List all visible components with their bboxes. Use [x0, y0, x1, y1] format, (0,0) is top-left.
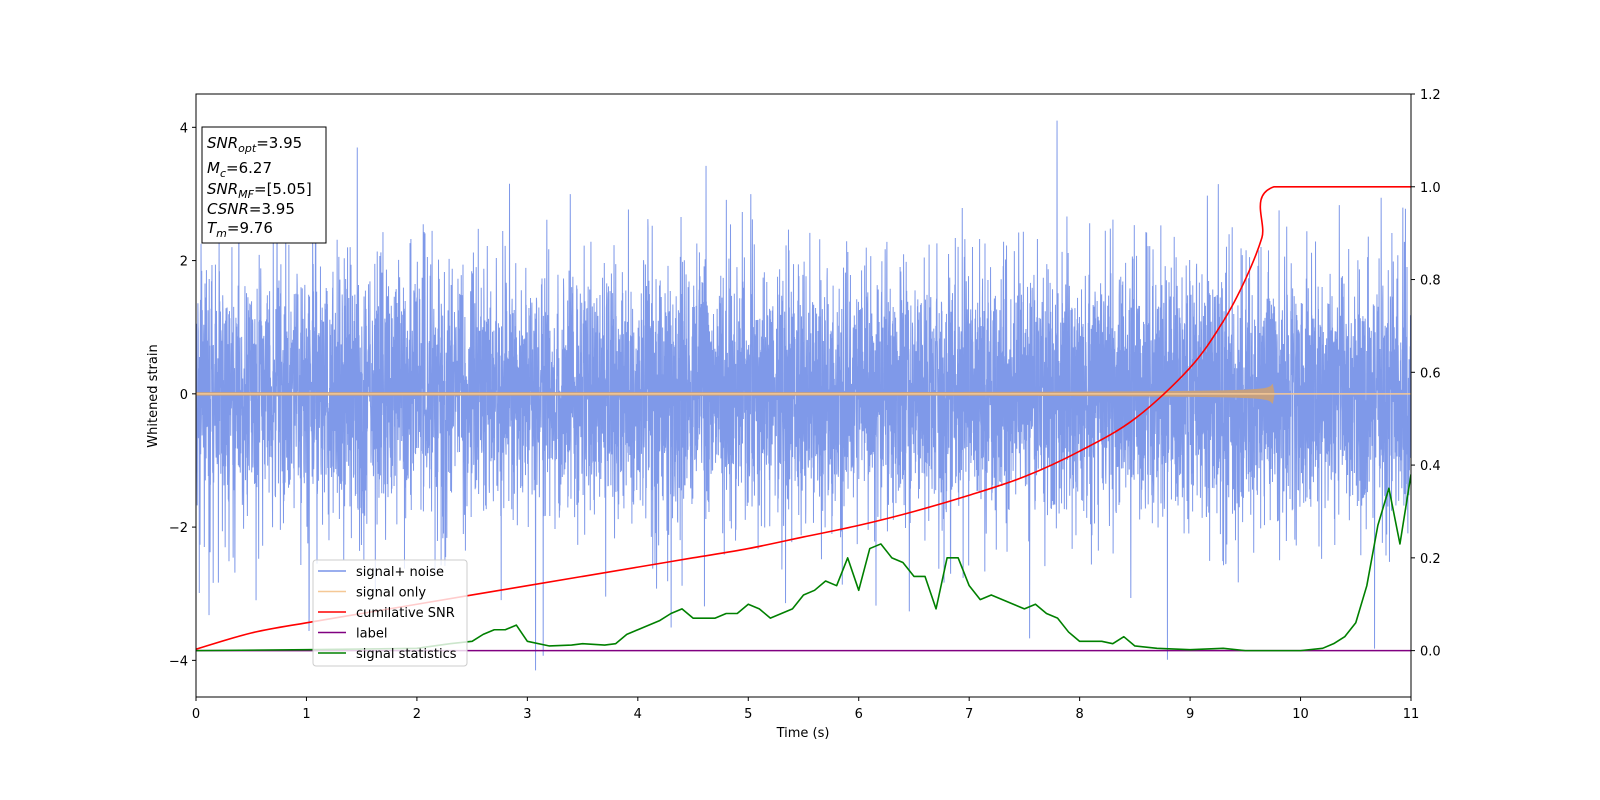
y2-tick-label: 0.2	[1420, 552, 1441, 567]
y-tick-label: −4	[169, 654, 188, 669]
x-axis-label: Time (s)	[776, 726, 830, 741]
y-axis-label: Whitened strain	[146, 344, 161, 447]
y2-tick-label: 0.6	[1420, 366, 1441, 381]
x-tick-label: 3	[523, 707, 531, 722]
x-tick-label: 2	[413, 707, 421, 722]
annotation-symbol: SNR	[207, 134, 238, 152]
annotation-box-frame	[201, 126, 327, 244]
annotation-subscript: m	[216, 227, 227, 240]
y-axis-left: −4 −2 0 2 4	[169, 121, 196, 669]
annotation-subscript: opt	[238, 142, 257, 155]
x-tick-label: 7	[965, 707, 973, 722]
legend-entry-label: signal only	[356, 586, 426, 601]
legend-entry-label: cumilative SNR	[356, 606, 455, 621]
y2-tick-label: 0.4	[1420, 459, 1441, 474]
annotation-value: =[5.05]	[254, 180, 312, 198]
y-axis-right: 0.0 0.2 0.4 0.6 0.8 1.0 1.2	[1411, 88, 1441, 660]
x-tick-label: 6	[855, 707, 863, 722]
series-signal-noise-line	[196, 120, 1411, 671]
annotation-value: =3.95	[256, 134, 302, 152]
stats-annotation-box: SNRopt=3.95Mc=6.27SNRMF=[5.05]CSNR=3.95T…	[201, 126, 327, 244]
annotation-line: Mc=6.27	[207, 159, 272, 180]
annotation-line: Tm=9.76	[207, 219, 273, 240]
x-tick-label: 0	[192, 707, 200, 722]
legend-entry-label: signal statistics	[356, 647, 457, 662]
legend-entry-label: label	[356, 627, 387, 642]
annotation-value: =6.27	[226, 159, 272, 177]
x-tick-label: 4	[634, 707, 642, 722]
x-tick-label: 1	[302, 707, 310, 722]
y-tick-label: 0	[180, 388, 188, 403]
y2-tick-label: 0.8	[1420, 274, 1441, 289]
legend-frame	[312, 559, 468, 667]
annotation-subscript: MF	[238, 188, 254, 201]
annotation-symbol: SNR	[207, 180, 238, 198]
x-tick-label: 9	[1186, 707, 1194, 722]
x-tick-label: 5	[744, 707, 752, 722]
annotation-line: CSNR=3.95	[207, 200, 295, 218]
plot-frame	[195, 93, 1412, 698]
x-axis: 0 1 2 3 4 5 6 7 8 9 10 11	[192, 697, 1419, 722]
y-tick-label: 2	[180, 255, 188, 270]
y2-tick-label: 1.0	[1420, 181, 1441, 196]
x-tick-label: 8	[1075, 707, 1083, 722]
y2-tick-label: 1.2	[1420, 88, 1441, 103]
y-tick-label: −2	[169, 521, 188, 536]
legend: signal+ noise signal only cumilative SNR la…	[312, 559, 468, 667]
annotation-line: SNRopt=3.95	[207, 134, 302, 155]
annotation-subscript: c	[220, 167, 226, 180]
series-signal-statistics-line	[196, 474, 1411, 652]
legend-entry-label: signal+ noise	[356, 565, 444, 580]
annotation-symbol: T	[207, 219, 218, 237]
x-tick-label: 11	[1403, 707, 1420, 722]
y2-tick-label: 0.0	[1420, 645, 1441, 660]
annotation-line: SNRMF=[5.05]	[207, 180, 312, 201]
y-tick-label: 4	[180, 121, 188, 136]
annotation-symbol: M	[207, 159, 220, 177]
annotation-value: =3.95	[249, 200, 295, 218]
annotation-value: =9.76	[227, 219, 273, 237]
x-tick-label: 10	[1292, 707, 1309, 722]
annotation-symbol: CSNR	[207, 200, 249, 218]
